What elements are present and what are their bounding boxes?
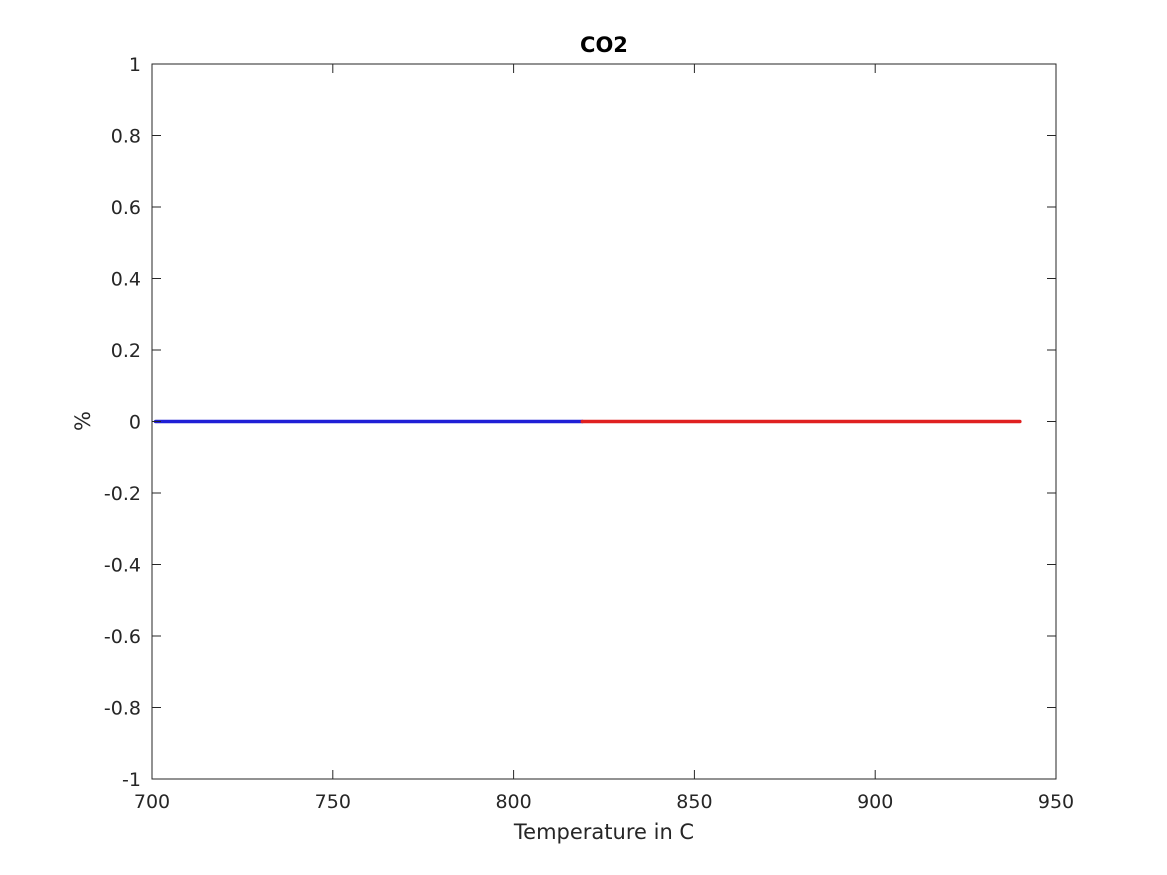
y-tick-label: -0.8	[104, 698, 141, 720]
x-tick-label: 750	[315, 791, 351, 813]
y-tick-label: 1	[129, 54, 141, 76]
y-tick-label: -0.4	[104, 555, 141, 577]
y-tick-label: 0.2	[111, 340, 141, 362]
x-tick-label: 900	[857, 791, 893, 813]
x-tick-label: 700	[134, 791, 170, 813]
x-tick-label: 850	[676, 791, 712, 813]
y-axis: -1 -0.8 -0.6 -0.4 -0.2 0 0.2 0.4 0.6 0.8 1	[104, 54, 1056, 791]
x-axis-label: Temperature in C	[513, 820, 694, 844]
plot-area	[151, 63, 1057, 780]
y-tick-label: -0.6	[104, 626, 141, 648]
y-tick-label: 0.8	[111, 126, 141, 148]
y-tick-label: -0.2	[104, 483, 141, 505]
x-axis: 700 750 800 850 900 950	[134, 64, 1074, 813]
y-tick-label: -1	[122, 769, 141, 791]
y-tick-label: 0.6	[111, 197, 141, 219]
y-tick-label: 0.4	[111, 269, 141, 291]
x-tick-label: 800	[495, 791, 531, 813]
y-tick-label: 0	[129, 412, 141, 434]
y-axis-label: %	[71, 411, 95, 431]
chart-title: CO2	[580, 33, 628, 57]
x-tick-label: 950	[1038, 791, 1074, 813]
